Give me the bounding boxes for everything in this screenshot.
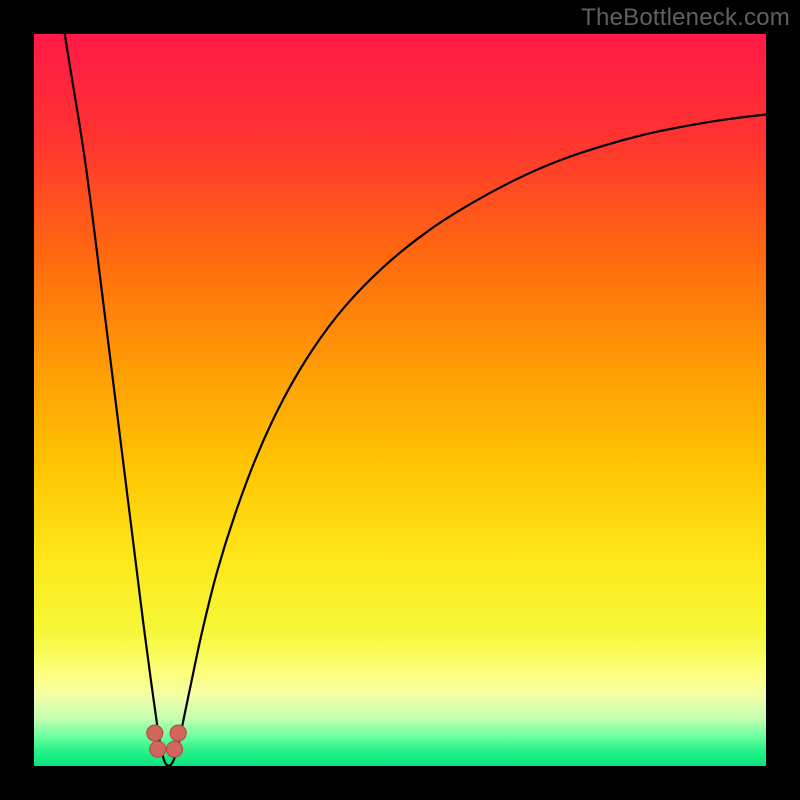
- trough-marker: [150, 741, 166, 757]
- trough-marker: [170, 725, 186, 741]
- trough-marker: [147, 725, 163, 741]
- plot-background: [34, 34, 766, 766]
- watermark-text: TheBottleneck.com: [581, 4, 790, 32]
- bottleneck-curve-chart: [0, 0, 800, 800]
- chart-container: TheBottleneck.com: [0, 0, 800, 800]
- trough-marker: [167, 741, 183, 757]
